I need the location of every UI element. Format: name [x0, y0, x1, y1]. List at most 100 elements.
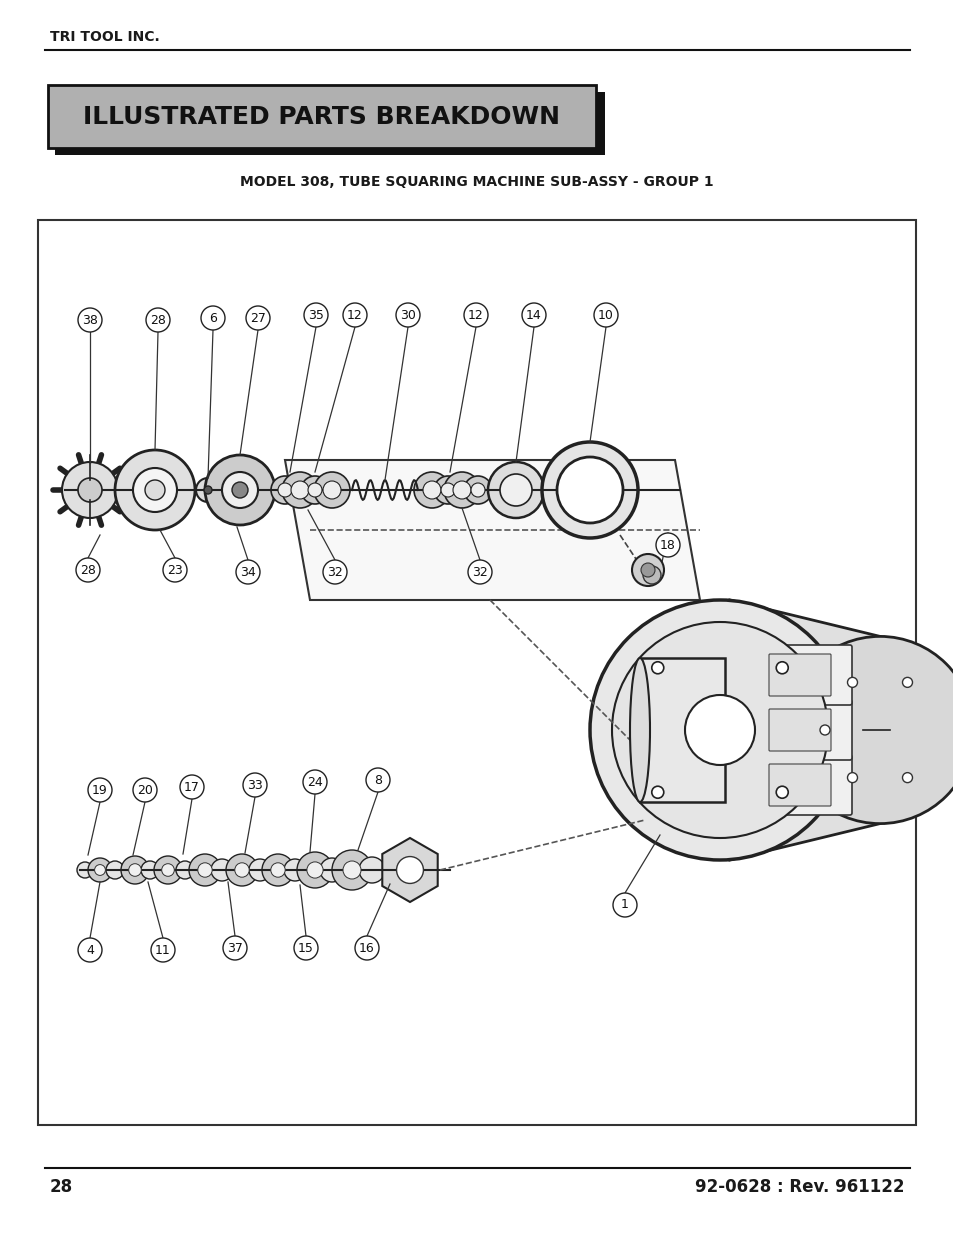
Circle shape — [776, 662, 787, 674]
Circle shape — [175, 861, 193, 879]
Circle shape — [205, 454, 274, 525]
Circle shape — [323, 480, 340, 499]
Text: 19: 19 — [92, 783, 108, 797]
Circle shape — [132, 778, 157, 802]
Text: 27: 27 — [250, 311, 266, 325]
Circle shape — [314, 472, 350, 508]
Circle shape — [902, 677, 911, 688]
Text: 17: 17 — [184, 781, 200, 794]
Ellipse shape — [629, 658, 649, 802]
Circle shape — [301, 475, 329, 504]
Circle shape — [163, 558, 187, 582]
Text: 34: 34 — [240, 566, 255, 578]
Circle shape — [589, 600, 849, 860]
Circle shape — [631, 555, 663, 585]
Circle shape — [355, 936, 378, 960]
Circle shape — [115, 450, 194, 530]
Circle shape — [541, 442, 638, 538]
Circle shape — [271, 863, 285, 877]
Circle shape — [106, 861, 124, 879]
Text: ILLUSTRATED PARTS BREAKDOWN: ILLUSTRATED PARTS BREAKDOWN — [84, 105, 560, 128]
Circle shape — [332, 850, 372, 890]
Circle shape — [232, 482, 248, 498]
Circle shape — [422, 480, 440, 499]
Circle shape — [88, 858, 112, 882]
Circle shape — [78, 939, 102, 962]
FancyBboxPatch shape — [38, 220, 915, 1125]
Circle shape — [776, 787, 787, 798]
Text: 12: 12 — [468, 309, 483, 321]
Circle shape — [151, 939, 174, 962]
Circle shape — [88, 778, 112, 802]
Text: 28: 28 — [150, 314, 166, 326]
Circle shape — [246, 306, 270, 330]
Circle shape — [642, 566, 660, 584]
Circle shape — [161, 863, 174, 877]
Text: 92-0628 : Rev. 961122: 92-0628 : Rev. 961122 — [695, 1178, 904, 1195]
Text: 20: 20 — [137, 783, 152, 797]
Circle shape — [243, 773, 267, 797]
Circle shape — [395, 303, 419, 327]
Circle shape — [235, 559, 260, 584]
Circle shape — [291, 480, 309, 499]
Circle shape — [471, 483, 484, 496]
Text: 10: 10 — [598, 309, 614, 321]
Circle shape — [195, 478, 220, 501]
Circle shape — [223, 936, 247, 960]
Circle shape — [307, 862, 323, 878]
Circle shape — [197, 863, 212, 877]
Text: 8: 8 — [374, 773, 381, 787]
Circle shape — [651, 787, 663, 798]
Circle shape — [468, 559, 492, 584]
Text: 16: 16 — [358, 941, 375, 955]
Circle shape — [262, 853, 294, 885]
Circle shape — [612, 622, 827, 839]
Polygon shape — [382, 839, 437, 902]
Circle shape — [414, 472, 450, 508]
Circle shape — [434, 475, 461, 504]
Circle shape — [271, 475, 298, 504]
Circle shape — [304, 303, 328, 327]
Text: 6: 6 — [209, 311, 216, 325]
Circle shape — [902, 773, 911, 783]
Circle shape — [226, 853, 257, 885]
Text: 28: 28 — [50, 1178, 73, 1195]
Circle shape — [77, 862, 92, 878]
Circle shape — [94, 864, 105, 876]
Circle shape — [488, 462, 543, 517]
Circle shape — [443, 472, 479, 508]
Circle shape — [323, 559, 347, 584]
Text: 33: 33 — [247, 778, 263, 792]
Polygon shape — [639, 658, 724, 802]
Circle shape — [282, 472, 317, 508]
Text: 32: 32 — [327, 566, 342, 578]
Circle shape — [78, 478, 102, 501]
Circle shape — [785, 636, 953, 824]
Circle shape — [303, 769, 327, 794]
Circle shape — [146, 308, 170, 332]
Circle shape — [820, 725, 829, 735]
Circle shape — [141, 861, 159, 879]
Circle shape — [343, 303, 367, 327]
Circle shape — [296, 852, 333, 888]
Text: 11: 11 — [155, 944, 171, 956]
Circle shape — [284, 860, 306, 881]
Circle shape — [521, 303, 545, 327]
Circle shape — [846, 773, 857, 783]
Circle shape — [684, 695, 754, 764]
Circle shape — [78, 308, 102, 332]
Circle shape — [656, 534, 679, 557]
FancyBboxPatch shape — [768, 709, 830, 751]
Text: 15: 15 — [297, 941, 314, 955]
Text: 23: 23 — [167, 563, 183, 577]
Circle shape — [396, 857, 423, 883]
Circle shape — [211, 860, 233, 881]
Circle shape — [308, 483, 322, 496]
FancyBboxPatch shape — [48, 85, 596, 148]
FancyBboxPatch shape — [768, 764, 830, 806]
Text: 38: 38 — [82, 314, 98, 326]
Text: 32: 32 — [472, 566, 487, 578]
Circle shape — [129, 863, 141, 877]
Circle shape — [204, 487, 212, 494]
Circle shape — [189, 853, 221, 885]
